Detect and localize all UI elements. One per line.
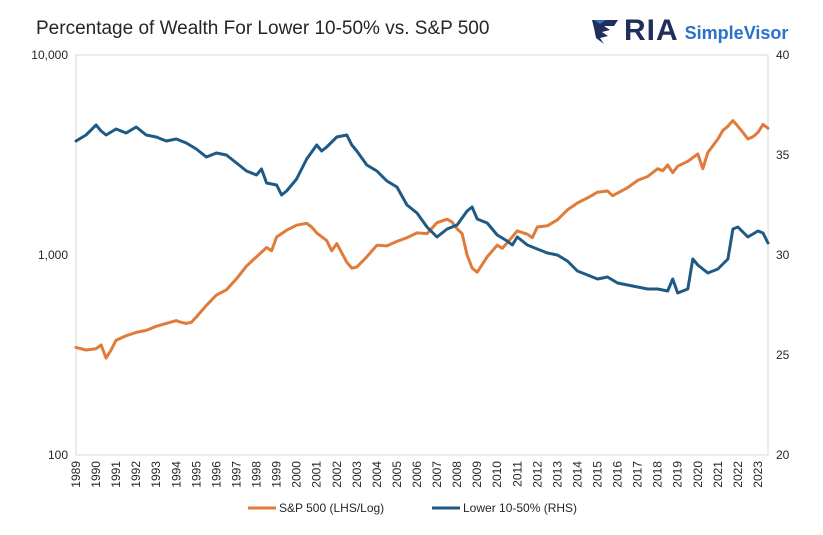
- x-tick-label: 1994: [169, 461, 183, 488]
- left-tick-label: 100: [48, 448, 68, 462]
- x-tick-label: 2002: [330, 461, 344, 488]
- x-tick-label: 2023: [751, 461, 765, 488]
- left-tick-label: 1,000: [38, 248, 68, 262]
- legend-label-1: Lower 10-50% (RHS): [463, 501, 577, 515]
- left-tick-label: 10,000: [31, 48, 68, 62]
- x-tick-label: 1990: [89, 461, 103, 488]
- ria-logo: RIA SimpleVisor: [590, 14, 788, 48]
- logo-product: SimpleVisor: [684, 22, 789, 43]
- x-axis: 1989 1990 1991 1992 1993 1994 1995 1996 1997 1998…: [69, 461, 765, 488]
- series-layer: [74, 119, 770, 360]
- x-tick-label: 2021: [711, 461, 725, 488]
- x-tick-label: 1999: [270, 461, 284, 488]
- right-tick-label: 25: [776, 348, 790, 362]
- right-tick-label: 20: [776, 448, 790, 462]
- legend: S&P 500 (LHS/Log) Lower 10-50% (RHS): [248, 501, 577, 515]
- x-tick-label: 1996: [209, 461, 223, 488]
- series-line-0: [74, 119, 770, 360]
- x-tick-label: 2006: [410, 461, 424, 488]
- x-tick-label: 1995: [189, 461, 203, 488]
- x-tick-label: 2003: [350, 461, 364, 488]
- series-line-1: [74, 123, 770, 295]
- legend-label-0: S&P 500 (LHS/Log): [279, 501, 384, 515]
- right-tick-label: 40: [776, 48, 790, 62]
- logo-wordmark: RIA: [624, 14, 679, 47]
- plot-area-border: [75, 54, 769, 456]
- x-tick-label: 2020: [691, 461, 705, 488]
- x-tick-label: 2001: [310, 461, 324, 488]
- x-tick-label: 1991: [109, 461, 123, 488]
- x-tick-label: 2015: [591, 461, 605, 488]
- eagle-icon: [592, 20, 618, 44]
- x-tick-label: 1989: [69, 461, 83, 488]
- x-tick-label: 2008: [450, 461, 464, 488]
- x-tick-label: 2016: [611, 461, 625, 488]
- x-tick-label: 2018: [651, 461, 665, 488]
- x-tick-label: 1992: [129, 461, 143, 488]
- x-tick-label: 1993: [149, 461, 163, 488]
- x-tick-label: 2012: [530, 461, 544, 488]
- x-tick-label: 2010: [490, 461, 504, 488]
- right-axis: 20 25 30 35 40: [776, 48, 790, 462]
- x-tick-label: 2017: [631, 461, 645, 488]
- right-tick-label: 35: [776, 148, 790, 162]
- x-tick-label: 1997: [229, 461, 243, 488]
- x-tick-label: 2000: [290, 461, 304, 488]
- x-tick-label: 2009: [470, 461, 484, 488]
- x-tick-label: 2007: [430, 461, 444, 488]
- x-tick-label: 2011: [510, 461, 524, 487]
- x-tick-label: 2014: [570, 461, 584, 488]
- x-tick-label: 2005: [390, 461, 404, 488]
- x-tick-label: 2013: [550, 461, 564, 488]
- x-tick-label: 2004: [370, 461, 384, 488]
- x-tick-label: 1998: [250, 461, 264, 488]
- chart-title: Percentage of Wealth For Lower 10-50% vs…: [36, 18, 490, 39]
- x-tick-label: 2019: [671, 461, 685, 488]
- right-tick-label: 30: [776, 248, 790, 262]
- left-axis: 100 1,000 10,000: [31, 48, 68, 462]
- x-tick-label: 2022: [731, 461, 745, 488]
